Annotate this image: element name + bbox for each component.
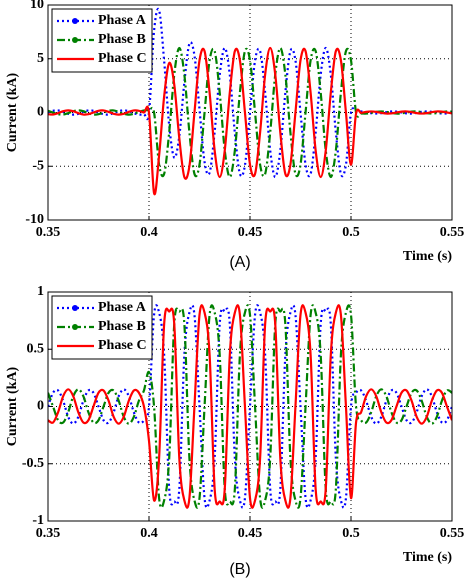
y-tick-label: 0 — [37, 105, 44, 120]
x-tick-label: 0.55 — [440, 526, 465, 541]
y-tick-label: 10 — [30, 0, 44, 12]
legend-marker — [72, 324, 78, 330]
x-tick-label: 0.35 — [36, 526, 61, 541]
legend-label: Phase B — [98, 32, 146, 47]
series-line — [48, 46, 452, 179]
chart-panel: -10 -5 0 5 10 0.35 0.4 0.45 0.5 0.55 Phase A Phase … — [5, 0, 464, 271]
y-tick-label: -10 — [25, 212, 44, 227]
y-tick-label: -1 — [32, 513, 44, 528]
x-axis-label: Time (s) — [403, 249, 452, 264]
legend-marker — [72, 305, 78, 311]
legend-marker — [72, 18, 78, 24]
series-line — [48, 304, 452, 509]
plot-frame — [47, 291, 453, 522]
x-tick-label: 0.4 — [140, 526, 158, 541]
legend-label: Phase B — [98, 319, 146, 334]
chart-panel: -1 -0.5 0 0.5 1 0.35 0.4 0.45 0.5 0.55 Phase A Phas… — [5, 284, 464, 578]
panel-caption: (B) — [229, 561, 250, 578]
y-tick-label: -0.5 — [22, 456, 44, 471]
series-line — [48, 46, 452, 196]
x-tick-label: 0.55 — [440, 225, 465, 240]
y-axis-label: Current (kA) — [5, 72, 20, 152]
x-tick-label: 0.45 — [238, 526, 263, 541]
plot-frame — [47, 4, 453, 221]
y-tick-label: -5 — [32, 158, 44, 173]
series-line — [48, 304, 452, 509]
legend-label: Phase C — [98, 51, 147, 66]
y-tick-label: 1 — [37, 284, 44, 299]
y-tick-label: 0 — [37, 399, 44, 414]
x-tick-label: 0.5 — [342, 526, 360, 541]
panel-caption: (A) — [229, 254, 250, 271]
legend-marker — [72, 37, 78, 43]
legend-label: Phase A — [98, 13, 147, 28]
x-tick-label: 0.5 — [342, 225, 360, 240]
x-tick-label: 0.4 — [140, 225, 158, 240]
legend-label: Phase C — [98, 338, 147, 353]
x-tick-label: 0.35 — [36, 225, 61, 240]
y-tick-label: 0.5 — [27, 341, 45, 356]
y-tick-label: 5 — [37, 51, 44, 66]
series-line — [48, 304, 452, 509]
x-tick-label: 0.45 — [238, 225, 263, 240]
x-axis-label: Time (s) — [403, 550, 452, 565]
legend-label: Phase A — [98, 300, 147, 315]
y-axis-label: Current (kA) — [5, 366, 20, 446]
